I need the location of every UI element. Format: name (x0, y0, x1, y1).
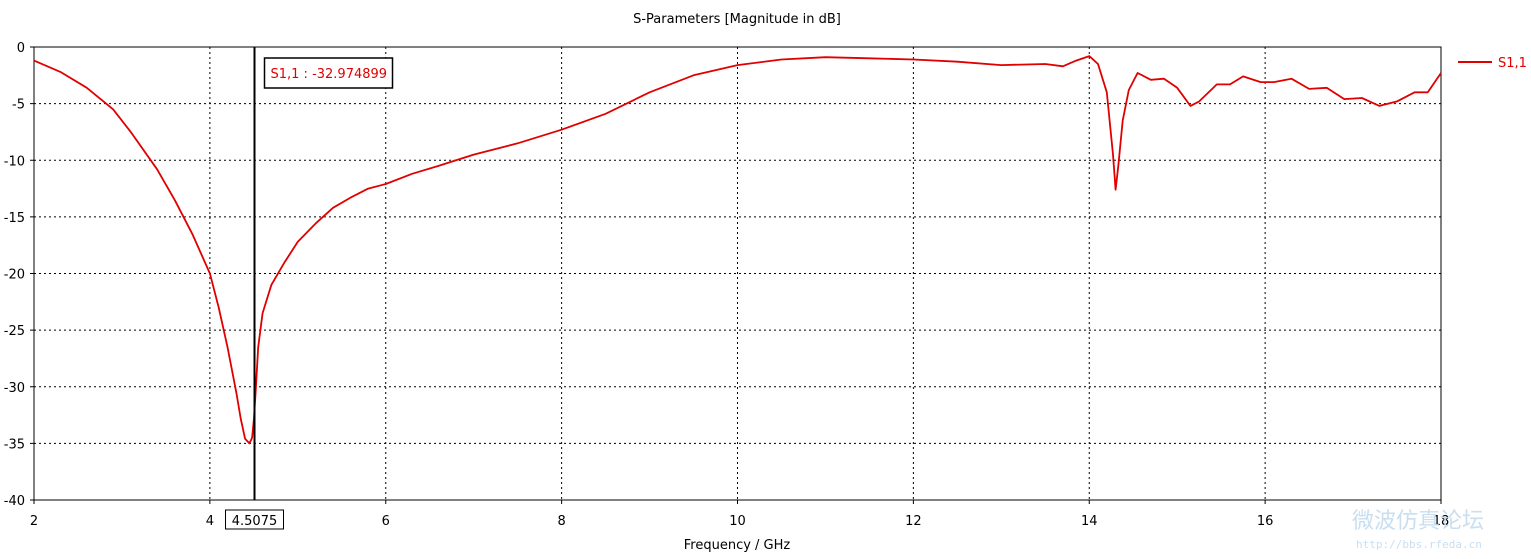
marker-readout: S1,1 : -32.974899 (271, 67, 388, 82)
y-tick-label: -25 (4, 324, 25, 339)
watermark-text: 微波仿真论坛 (1352, 509, 1484, 534)
x-tick-label: 6 (382, 514, 390, 529)
x-tick-label: 18 (1433, 514, 1450, 529)
series-layer (33, 55, 1442, 445)
x-tick-label: 14 (1081, 514, 1098, 529)
y-axis: 0 -5 -10 -15 -20 -25 -30 -35 -40 (4, 41, 34, 509)
x-tick-label: 16 (1257, 514, 1274, 529)
x-tick-label: 12 (905, 514, 922, 529)
grid (34, 47, 1441, 500)
y-tick-label: 0 (17, 41, 25, 56)
marker-x-box (225, 509, 285, 530)
x-axis: 2 4 6 8 10 12 14 16 18 (30, 500, 1449, 529)
legend-label: S1,1 (1498, 56, 1527, 71)
y-tick-label: -40 (4, 494, 25, 509)
y-tick-label: -10 (4, 154, 25, 169)
watermark-url: http://bbs.rfeda.cn (1356, 538, 1482, 551)
y-tick-label: -30 (4, 381, 25, 396)
x-tick-label: 4 (206, 514, 214, 529)
chart-title: S-Parameters [Magnitude in dB] (633, 12, 841, 27)
x-axis-label: Frequency / GHz (684, 538, 791, 553)
x-tick-label: 10 (729, 514, 746, 529)
marker[interactable]: S1,1 : -32.974899 4.5075 (225, 47, 394, 530)
x-tick-label: 2 (30, 514, 38, 529)
series-line-s11 (33, 55, 1442, 445)
legend: S1,1 (1458, 56, 1527, 71)
y-tick-label: -5 (12, 98, 25, 113)
x-tick-label: 8 (557, 514, 565, 529)
y-tick-label: -15 (4, 211, 25, 226)
y-tick-label: -20 (4, 268, 25, 283)
marker-readout-box (263, 57, 394, 89)
y-tick-label: -35 (4, 437, 25, 452)
marker-x-label: 4.5075 (232, 514, 278, 529)
